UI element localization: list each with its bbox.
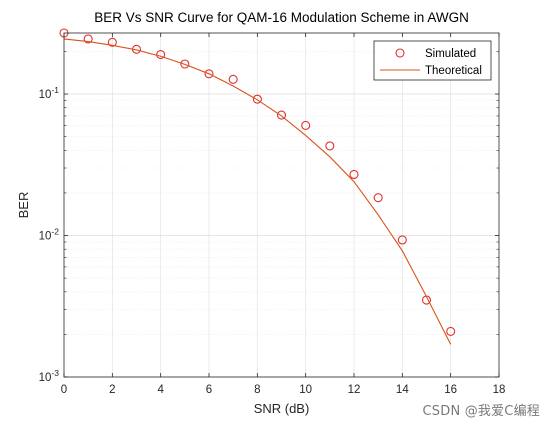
ticks: 0 2 4 6 8 10 12 14 16 18 10-1 10-2 10-3 xyxy=(39,33,506,396)
x-tick-label: 8 xyxy=(254,384,260,396)
y-tick-label: 10-3 xyxy=(39,368,60,384)
y-tick-label: 10-1 xyxy=(39,85,60,101)
x-axis-label: SNR (dB) xyxy=(254,401,310,416)
x-tick-label: 10 xyxy=(299,384,312,396)
data-point-simulated xyxy=(252,94,262,104)
data-point-simulated xyxy=(180,59,190,69)
data-point-simulated xyxy=(349,169,359,180)
grid xyxy=(64,33,499,378)
legend-box xyxy=(373,40,492,81)
data-point-simulated xyxy=(446,326,456,336)
legend-label-simulated: Simulated xyxy=(425,48,476,60)
watermark-text: CSDN @我爱C编程 xyxy=(422,404,540,419)
x-tick-label: 2 xyxy=(109,384,115,396)
plot-frame xyxy=(63,32,500,378)
x-tick-label: 6 xyxy=(206,384,212,396)
x-tick-label: 12 xyxy=(348,384,361,396)
data-point-simulated xyxy=(156,50,166,60)
x-tick-label: 0 xyxy=(61,384,67,396)
y-tick-label: 10-2 xyxy=(39,227,60,243)
chart-title: BER Vs SNR Curve for QAM-16 Modulation S… xyxy=(94,10,469,25)
x-tick-label: 16 xyxy=(444,384,457,396)
plot-area xyxy=(64,33,499,377)
legend-label-theoretical: Theoretical xyxy=(425,65,482,77)
data-point-simulated xyxy=(228,74,238,84)
x-tick-label: 14 xyxy=(396,384,409,396)
x-tick-label: 4 xyxy=(157,384,164,396)
data-point-simulated xyxy=(107,37,117,47)
series xyxy=(59,28,456,345)
legend: Simulated Theoretical xyxy=(373,40,492,81)
y-axis-label: BER xyxy=(16,192,31,219)
data-point-simulated xyxy=(83,34,93,44)
x-tick-label: 18 xyxy=(493,384,506,396)
legend-marker-simulated xyxy=(395,48,405,58)
data-point-simulated xyxy=(325,141,335,151)
data-point-simulated xyxy=(397,235,407,245)
data-point-simulated xyxy=(276,110,287,120)
data-point-simulated xyxy=(204,69,214,79)
data-point-simulated xyxy=(373,193,383,203)
series-line-theoretical xyxy=(63,38,452,345)
data-point-simulated xyxy=(301,120,311,130)
